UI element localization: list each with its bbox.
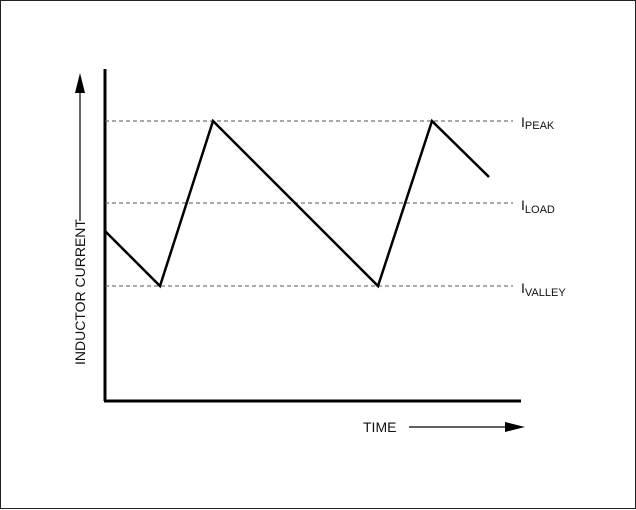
x-axis-arrow-head [505,422,525,432]
inductor-current-waveform [104,118,490,289]
peak-label: IPEAK [521,114,555,132]
y-axis-arrow-head [75,73,85,93]
x-axis-label-group: TIME [363,419,525,435]
y-axis-label: INDUCTOR CURRENT [72,219,88,365]
x-axis-label: TIME [363,419,396,435]
valley-label: IVALLEY [521,280,566,299]
y-axis-label-group: INDUCTOR CURRENT [72,73,88,365]
load-label: ILOAD [521,197,555,216]
